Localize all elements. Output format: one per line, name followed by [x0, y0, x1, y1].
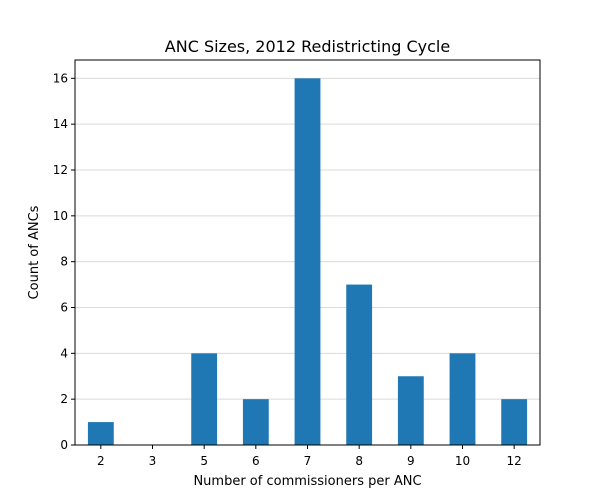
bar-2 [87, 422, 114, 445]
x-tick-label: 2 [97, 454, 105, 468]
x-axis-ticks: 2 3 5 6 7 8 9 10 12 [97, 445, 522, 468]
y-tick-label: 8 [60, 255, 68, 269]
x-tick-label: 12 [507, 454, 522, 468]
y-tick-label: 2 [60, 392, 68, 406]
y-tick-label: 6 [60, 301, 68, 315]
x-tick-label: 3 [149, 454, 157, 468]
y-tick-label: 4 [60, 346, 68, 360]
bars [87, 78, 528, 445]
y-tick-label: 16 [53, 71, 68, 85]
bar-9 [397, 376, 424, 445]
y-tick-label: 0 [60, 438, 68, 452]
x-tick-label: 10 [455, 454, 470, 468]
x-axis-label: Number of commissioners per ANC [193, 474, 421, 489]
x-tick-label: 8 [355, 454, 363, 468]
bar-10 [449, 353, 476, 445]
chart-title: ANC Sizes, 2012 Redistricting Cycle [165, 37, 450, 56]
bar-5 [191, 353, 218, 445]
x-tick-label: 7 [304, 454, 312, 468]
y-tick-label: 10 [53, 209, 68, 223]
y-axis-ticks: 0 2 4 6 8 10 12 14 16 [53, 71, 75, 452]
x-tick-label: 9 [407, 454, 415, 468]
y-tick-label: 14 [53, 117, 68, 131]
y-axis-label: Count of ANCs [27, 205, 42, 299]
bar-6 [242, 399, 269, 445]
bar-8 [346, 284, 373, 445]
x-tick-label: 6 [252, 454, 260, 468]
bar-12 [501, 399, 528, 445]
x-tick-label: 5 [200, 454, 208, 468]
y-tick-label: 12 [53, 163, 68, 177]
bar-7 [294, 78, 321, 445]
